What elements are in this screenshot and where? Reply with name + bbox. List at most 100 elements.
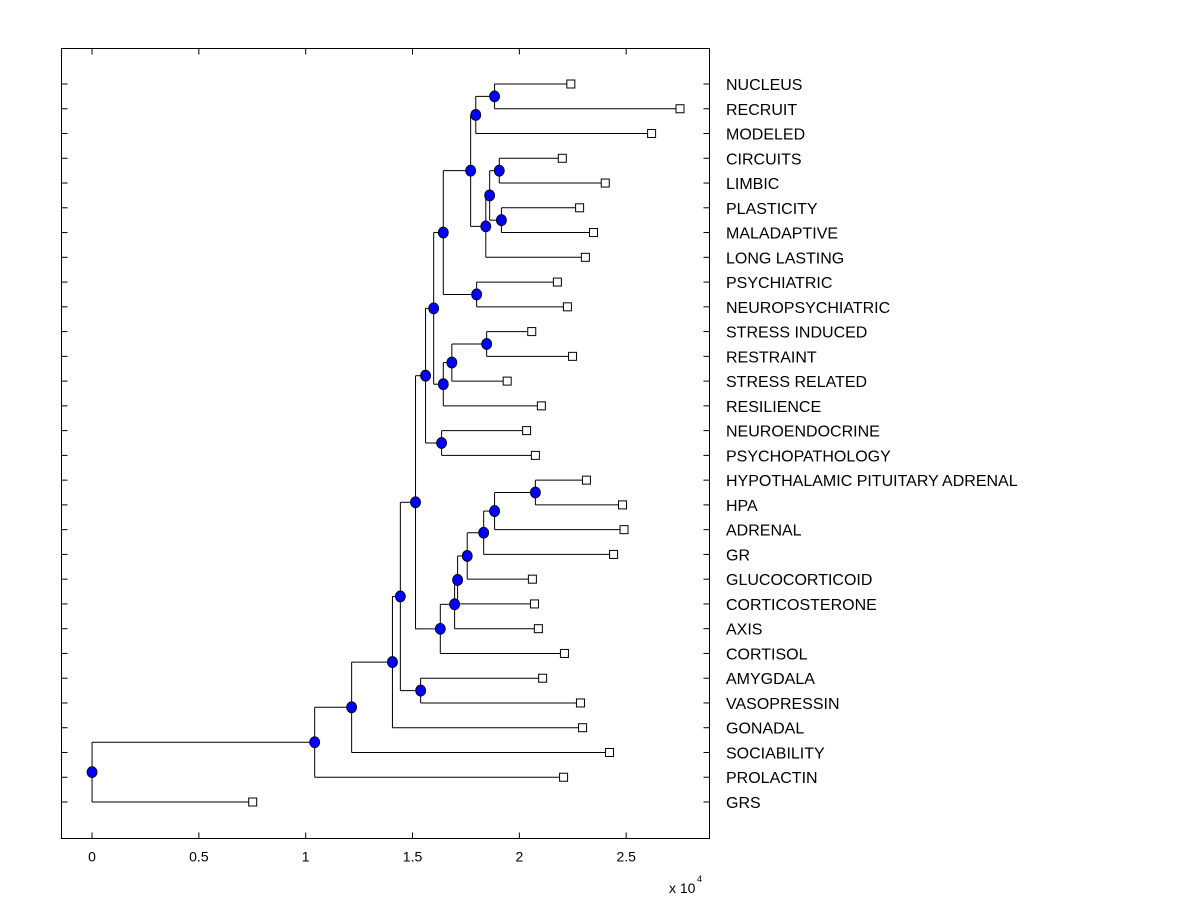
leaf-marker bbox=[588, 228, 598, 238]
leaf-label: HPA bbox=[726, 498, 758, 515]
axes: 0 0.5 1 1.5 2 2.5 bbox=[61, 48, 710, 865]
cluster-node bbox=[484, 189, 496, 202]
dendrogram-markers bbox=[86, 79, 685, 807]
leaf-label: PROLACTIN bbox=[726, 770, 818, 787]
x-multiplier-label: x 10 bbox=[669, 880, 696, 896]
cluster-node bbox=[446, 356, 458, 369]
cluster-node bbox=[437, 378, 449, 391]
leaf-label: NEUROENDOCRINE bbox=[726, 424, 880, 441]
leaf-label: STRESS INDUCED bbox=[726, 325, 867, 342]
leaf-marker bbox=[600, 178, 610, 188]
leaf-label: CIRCUITS bbox=[726, 151, 802, 168]
leaf-marker bbox=[566, 79, 576, 89]
leaf-label: NEUROPSYCHIATRIC bbox=[726, 300, 890, 317]
x-multiplier-exponent: 4 bbox=[697, 874, 702, 884]
cluster-node bbox=[481, 338, 493, 350]
leaf-label: LIMBIC bbox=[726, 176, 779, 193]
cluster-node bbox=[449, 598, 461, 611]
leaf-marker bbox=[575, 203, 585, 213]
leaf-marker bbox=[502, 376, 512, 386]
leaf-label: RESTRAINT bbox=[726, 349, 817, 366]
cluster-node bbox=[496, 214, 507, 227]
leaf-label: GONADAL bbox=[726, 721, 804, 738]
cluster-node bbox=[480, 220, 492, 233]
leaf-marker bbox=[647, 129, 657, 139]
leaf-marker bbox=[559, 772, 569, 782]
leaf-label: AXIS bbox=[726, 622, 762, 639]
cluster-node bbox=[86, 766, 98, 779]
leaf-label: LONG LASTING bbox=[726, 250, 844, 267]
leaf-marker bbox=[552, 277, 562, 287]
leaf-label: CORTICOSTERONE bbox=[726, 597, 877, 614]
leaf-label: RECRUIT bbox=[726, 102, 797, 119]
leaf-marker bbox=[557, 153, 567, 163]
cluster-node bbox=[437, 226, 449, 239]
leaf-label: RESILIENCE bbox=[726, 399, 821, 416]
leaf-label: SOCIABILITY bbox=[726, 745, 825, 762]
leaf-marker bbox=[580, 252, 590, 262]
cluster-node bbox=[470, 109, 482, 121]
cluster-node bbox=[428, 302, 440, 315]
plot-area bbox=[61, 48, 710, 839]
leaf-marker bbox=[527, 327, 537, 337]
leaf-label: PSYCHIATRIC bbox=[726, 275, 832, 292]
leaf-label: MALADAPTIVE bbox=[726, 226, 838, 243]
cluster-node bbox=[493, 164, 505, 177]
leaf-label: CORTISOL bbox=[726, 646, 808, 663]
cluster-node bbox=[436, 437, 447, 449]
cluster-node bbox=[478, 526, 490, 539]
leaf-label: GR bbox=[726, 547, 750, 564]
leaf-label: MODELED bbox=[726, 127, 805, 144]
leaf-label: PSYCHOPATHOLOGY bbox=[726, 448, 891, 465]
leaf-marker bbox=[530, 599, 540, 609]
leaf-marker bbox=[522, 426, 532, 436]
leaf-marker bbox=[619, 525, 629, 535]
cluster-node bbox=[452, 574, 464, 586]
x-tick-label: 1 bbox=[302, 849, 310, 865]
leaf-marker bbox=[533, 624, 543, 634]
cluster-node bbox=[410, 496, 421, 509]
leaf-marker bbox=[562, 302, 572, 312]
leaf-label: VASOPRESSIN bbox=[726, 696, 840, 713]
leaf-marker bbox=[538, 673, 548, 683]
cluster-node bbox=[434, 622, 446, 635]
leaf-marker bbox=[578, 723, 588, 733]
cluster-node bbox=[489, 90, 500, 103]
leaf-marker bbox=[530, 450, 540, 460]
leaf-marker bbox=[618, 500, 628, 510]
leaf-marker bbox=[605, 747, 615, 757]
leaf-labels: NUCLEUS RECRUIT MODELED CIRCUITS LIMBIC PLAST… bbox=[726, 77, 1018, 812]
leaf-marker bbox=[248, 797, 258, 807]
leaf-label: GRS bbox=[726, 795, 761, 812]
x-tick-label: 2.5 bbox=[616, 849, 636, 865]
cluster-node bbox=[415, 684, 427, 697]
cluster-node bbox=[420, 369, 431, 382]
leaf-label: NUCLEUS bbox=[726, 77, 802, 94]
leaf-marker bbox=[568, 351, 578, 361]
leaf-label: STRESS RELATED bbox=[726, 374, 867, 391]
leaf-label: ADRENAL bbox=[726, 523, 802, 540]
leaf-marker bbox=[609, 549, 619, 559]
leaf-marker bbox=[559, 648, 569, 658]
leaf-marker bbox=[675, 104, 685, 114]
leaf-label: HYPOTHALAMIC PITUITARY ADRENAL bbox=[726, 473, 1018, 490]
cluster-node bbox=[394, 590, 406, 603]
cluster-node bbox=[461, 550, 473, 562]
leaf-marker bbox=[536, 401, 546, 411]
x-tick-label: 0.5 bbox=[189, 849, 209, 865]
cluster-node bbox=[489, 505, 500, 517]
leaf-marker bbox=[575, 698, 585, 708]
leaf-label: AMYGDALA bbox=[726, 671, 815, 688]
cluster-node bbox=[471, 288, 483, 301]
leaf-label: GLUCOCORTICOID bbox=[726, 572, 872, 589]
x-tick-label: 1.5 bbox=[403, 849, 423, 865]
leaf-marker bbox=[581, 475, 591, 485]
cluster-node bbox=[346, 701, 358, 714]
leaf-marker bbox=[527, 574, 537, 584]
x-tick-label: 2 bbox=[515, 849, 523, 865]
cluster-node bbox=[387, 656, 398, 668]
cluster-node bbox=[529, 486, 541, 499]
x-tick-label: 0 bbox=[88, 849, 96, 865]
leaf-label: PLASTICITY bbox=[726, 201, 818, 218]
